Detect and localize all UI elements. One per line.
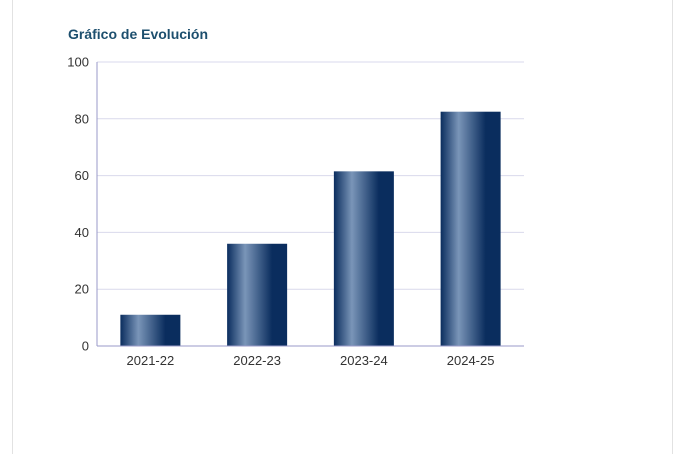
bars (120, 111, 501, 346)
x-tick-label: 2021-22 (127, 353, 175, 368)
y-tick-label: 40 (75, 225, 89, 240)
bar-2022-23 (227, 243, 288, 346)
panel-border-right (672, 0, 673, 454)
y-tick-label: 80 (75, 111, 89, 126)
panel-border-left (12, 0, 13, 454)
bar-2021-22 (120, 314, 181, 346)
tick-labels: 0 20 40 60 80 100 2021-22 2022-23 2023-24 2024-25 (67, 55, 494, 369)
x-tick-label: 2022-23 (233, 353, 281, 368)
y-tick-label: 100 (67, 55, 89, 70)
chart-title: Gráfico de Evolución (68, 26, 209, 42)
y-tick-label: 60 (75, 168, 89, 183)
axes (96, 62, 524, 347)
x-tick-label: 2023-24 (340, 353, 388, 368)
bar-2023-24 (333, 171, 394, 346)
y-tick-label: 20 (75, 282, 89, 297)
bar-2024-25 (440, 111, 501, 346)
x-tick-label: 2024-25 (447, 353, 495, 368)
y-tick-label: 0 (82, 339, 89, 354)
